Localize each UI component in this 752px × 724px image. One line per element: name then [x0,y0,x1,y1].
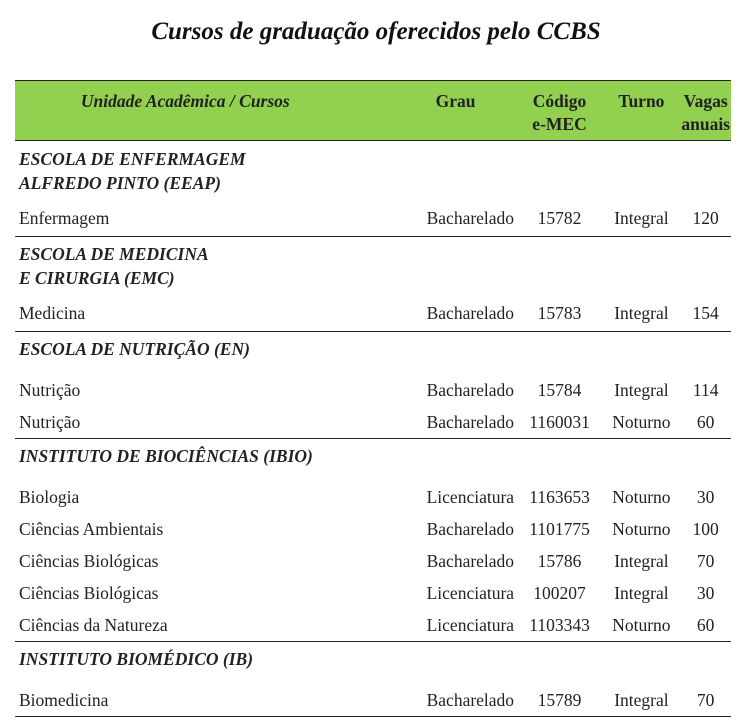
table-row: Biologia Licenciatura 1163653 Noturno 30 [15,481,731,513]
table-row: Nutrição Bacharelado 1160031 Noturno 60 [15,406,731,439]
section-row: INSTITUTO BIOMÉDICO (IB) [15,641,731,684]
cell-codigo: 1101775 [529,518,590,539]
cell-codigo: 15789 [516,684,603,717]
cell-codigo: 100207 [533,582,586,603]
cell-curso: Biologia [19,486,80,507]
cell-codigo: 15784 [537,379,582,400]
header-grau: Grau [394,80,517,141]
cell-grau: Licenciatura [426,582,515,603]
cell-codigo: 1163653 [529,486,590,507]
cell-grau: Bacharelado [426,550,515,571]
header-turno: Turno [602,80,681,141]
cell-grau: Bacharelado [426,302,515,323]
cell-turno: Integral [614,302,669,323]
cell-grau: Licenciatura [426,614,515,635]
page-title: Cursos de graduação oferecidos pelo CCBS [151,18,601,45]
courses-table: Unidade Acadêmica / Cursos Grau Código e-… [15,80,731,717]
cell-grau: Bacharelado [426,518,515,539]
section-row: ESCOLA DE NUTRIÇÃO (EN) [15,331,731,374]
cell-turno: Noturno [612,486,671,507]
cell-codigo: 15782 [537,207,582,228]
table-header-row: Unidade Acadêmica / Cursos Grau Código e-… [15,80,731,141]
cell-turno: Integral [602,684,681,717]
cell-grau: Bacharelado [426,379,515,400]
table-row: Medicina Bacharelado 15783 Integral 154 [15,295,731,332]
header-unit: Unidade Acadêmica / Cursos [15,80,395,141]
cell-vagas: 70 [680,684,731,717]
cell-curso: Medicina [19,302,86,323]
table-row: Enfermagem Bacharelado 15782 Integral 120 [15,200,731,237]
table-row: Ciências Ambientais Bacharelado 1101775 Not… [15,513,731,545]
header-vagas: Vagas anuais [680,80,731,141]
cell-turno: Integral [614,207,669,228]
cell-turno: Noturno [612,411,671,432]
table-row: Nutrição Bacharelado 15784 Integral 114 [15,374,731,406]
cell-vagas: 60 [696,411,715,432]
cell-curso: Ciências Biológicas [19,550,159,571]
section-row: ESCOLA DE MEDICINA E CIRURGIA (EMC) [15,236,731,295]
cell-grau: Bacharelado [426,207,515,228]
cell-curso: Ciências Ambientais [19,518,164,539]
cell-vagas: 154 [692,302,719,323]
cell-grau: Bacharelado [394,684,517,717]
cell-vagas: 120 [692,207,719,228]
cell-grau: Licenciatura [426,486,515,507]
cell-curso: Nutrição [19,379,81,400]
cell-vagas: 30 [696,486,715,507]
cell-turno: Integral [614,550,669,571]
section-heading: ESCOLA DE NUTRIÇÃO (EN) [15,331,731,374]
section-heading: INSTITUTO DE BIOCIÊNCIAS (IBIO) [15,438,731,481]
cell-vagas: 60 [696,614,715,635]
cell-turno: Integral [614,379,669,400]
section-heading: ESCOLA DE ENFERMAGEM ALFREDO PINTO (EEAP) [19,149,246,193]
cell-codigo: 1160031 [529,411,590,432]
table-row: Ciências Biológicas Licenciatura 100207 Int… [15,577,731,609]
cell-turno: Integral [614,582,669,603]
cell-curso: Biomedicina [15,684,395,717]
cell-vagas: 114 [692,379,719,400]
section-row: ESCOLA DE ENFERMAGEM ALFREDO PINTO (EEAP) [15,141,731,201]
cell-codigo: 15786 [537,550,582,571]
cell-curso: Ciências Biológicas [19,582,159,603]
table-row: Ciências da Natureza Licenciatura 1103343 N… [15,609,731,642]
section-heading: INSTITUTO BIOMÉDICO (IB) [15,641,731,684]
section-heading: ESCOLA DE MEDICINA E CIRURGIA (EMC) [15,236,731,295]
cell-turno: Noturno [612,518,671,539]
cell-curso: Enfermagem [19,207,110,228]
header-codigo: Código e-MEC [516,80,603,141]
cell-vagas: 30 [696,582,715,603]
table-row: Biomedicina Bacharelado 15789 Integral 70 [15,684,731,717]
cell-curso: Nutrição [19,411,81,432]
cell-codigo: 1103343 [529,614,590,635]
table-row: Ciências Biológicas Bacharelado 15786 Integ… [15,545,731,577]
cell-curso: Ciências da Natureza [19,614,168,635]
cell-vagas: 100 [692,518,719,539]
cell-vagas: 70 [696,550,715,571]
cell-grau: Bacharelado [426,411,515,432]
cell-turno: Noturno [612,614,671,635]
section-row: INSTITUTO DE BIOCIÊNCIAS (IBIO) [15,438,731,481]
cell-codigo: 15783 [537,302,582,323]
